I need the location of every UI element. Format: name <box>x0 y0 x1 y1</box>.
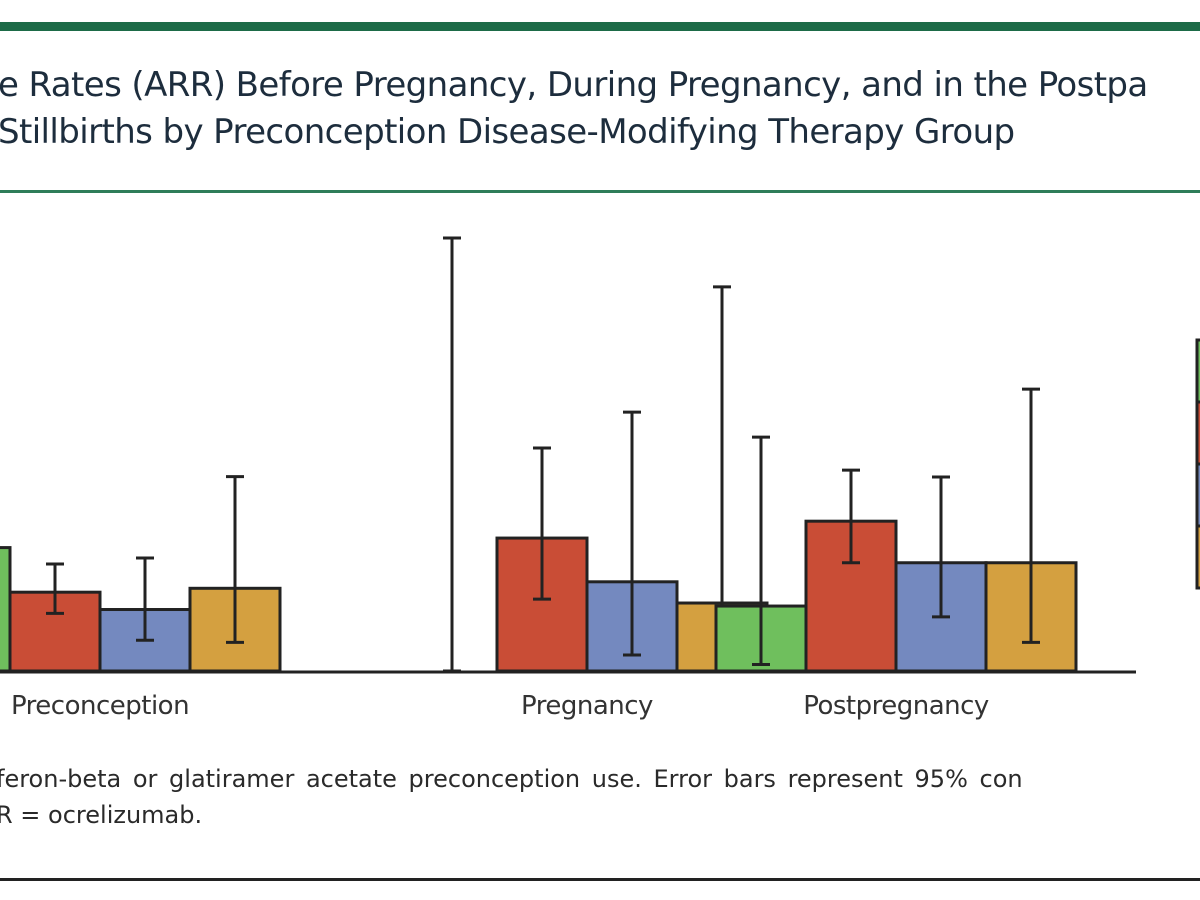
legend-swatch-series-4 <box>1195 524 1200 590</box>
error-bar-postpregnancy-series-4 <box>1022 387 1040 644</box>
figure-title-line-1: e Rates (ARR) Before Pregnancy, During P… <box>0 65 1148 105</box>
error-bar-postpregnancy-series-2 <box>842 468 860 565</box>
title-divider <box>0 190 1200 193</box>
error-bar-pregnancy-series-3 <box>623 410 641 657</box>
figure-title-line-2: Stillbirths by Preconception Disease-Mod… <box>0 112 1015 152</box>
error-bar-postpregnancy-series-3 <box>932 475 950 619</box>
figure-caption-line-2: R = ocrelizumab. <box>0 801 203 829</box>
x-tick-label-preconception: Preconception <box>11 691 189 721</box>
error-bar-pregnancy-series-2 <box>533 446 551 601</box>
bottom-rule <box>0 878 1200 881</box>
legend <box>1195 338 1200 590</box>
legend-swatch-series-2 <box>1195 400 1200 466</box>
figure-caption-line-1: feron-beta or glatiramer acetate preconc… <box>0 765 1023 793</box>
error-bar-preconception-series-2 <box>46 562 64 615</box>
error-bar-preconception-series-4 <box>226 475 244 644</box>
error-bar-postpregnancy-series-1 <box>752 435 770 667</box>
x-tick-label-postpregnancy: Postpregnancy <box>803 691 989 721</box>
plot-area: Preconception Pregnancy Postpregnancy <box>0 236 1136 721</box>
bar-chart: Preconception Pregnancy Postpregnancy <box>0 236 1200 721</box>
legend-swatch-series-3 <box>1195 462 1200 528</box>
top-rule <box>0 22 1200 31</box>
x-tick-label-pregnancy: Pregnancy <box>521 691 653 721</box>
error-bar-preconception-series-3 <box>136 556 154 642</box>
legend-swatch-series-1 <box>1195 338 1200 404</box>
error-bar-pregnancy-series-1 <box>443 236 461 673</box>
